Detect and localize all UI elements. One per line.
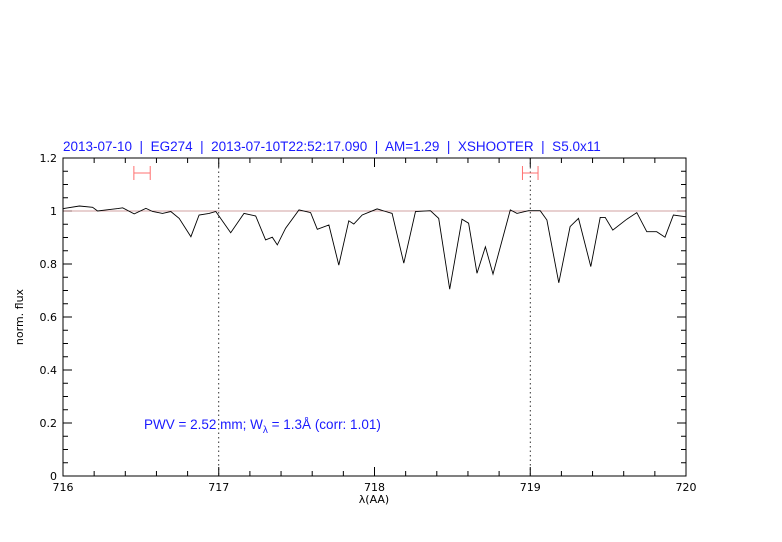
spectrum-line [62,205,687,290]
x-tick-label: 720 [676,481,697,494]
pwv-annotation: PWV = 2.52 mm; Wλ = 1.3Å (corr: 1.01) [144,417,381,436]
x-tick-label: 719 [520,481,541,494]
plot-frame [62,157,687,477]
x-tick-label: 717 [208,481,229,494]
y-tick-label: 0 [50,470,57,483]
chart-decorations [63,158,686,476]
y-tick-label: 0.8 [40,258,58,271]
x-tick-label: 718 [364,481,385,494]
y-axis-label: norm. flux [13,288,26,345]
y-tick-label: 0.2 [40,417,58,430]
chart-title: 2013-07-10 | EG274 | 2013-07-10T22:52:17… [63,139,601,154]
x-tick-label: 716 [53,481,74,494]
y-tick-label: 1 [50,205,57,218]
y-tick-label: 0.4 [40,364,58,377]
x-axis-label: λ(AA) [359,493,389,506]
interval-marker [521,166,539,180]
annotation-subscript: λ [263,425,268,436]
annotation-prefix: PWV = 2.52 mm; W [144,417,263,432]
annotation-suffix: = 1.3Å (corr: 1.01) [268,417,381,432]
y-tick-label: 0.6 [40,311,58,324]
y-tick-label: 1.2 [40,152,58,165]
interval-marker [133,166,151,180]
axis-ticks: 716 717 718 719 720 0 0.2 0.4 0.6 0.8 1 1.2 [40,152,697,494]
